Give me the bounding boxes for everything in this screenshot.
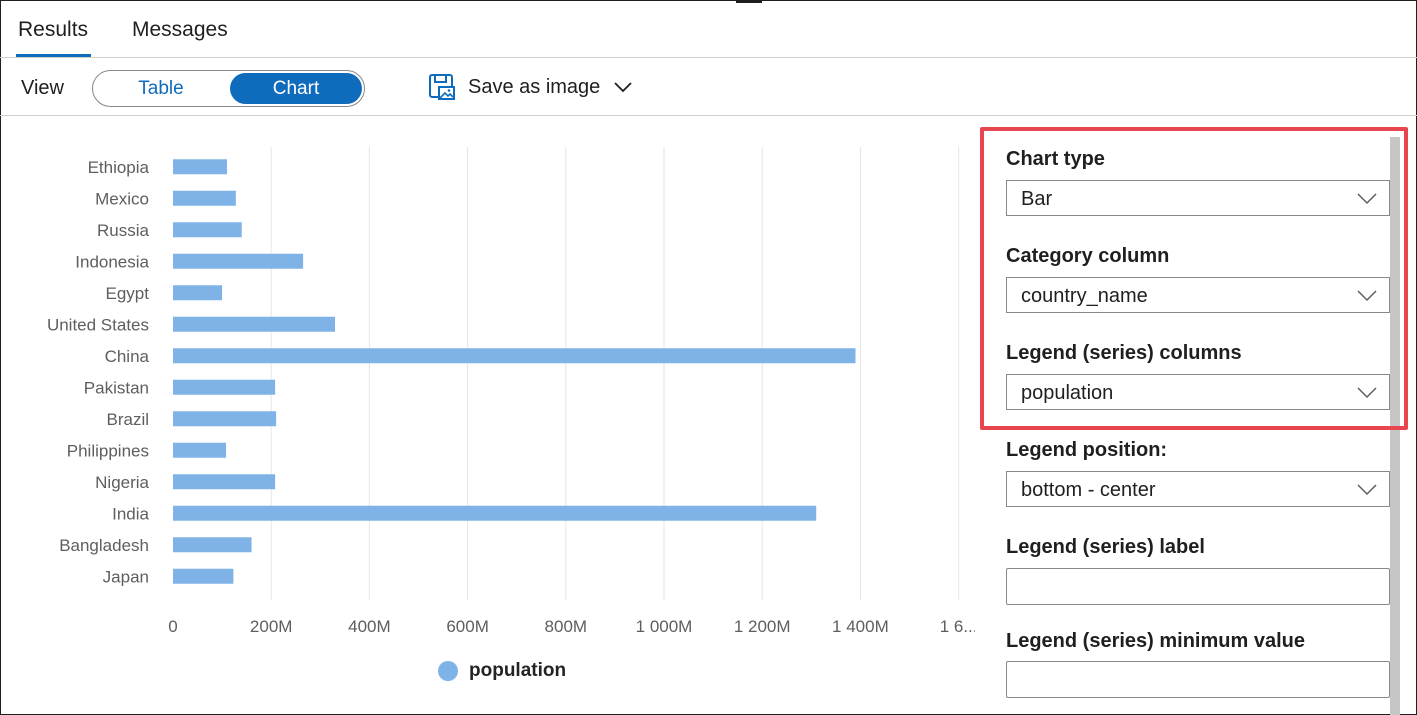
bar bbox=[173, 474, 276, 490]
legend-label-label: Legend (series) label bbox=[1006, 536, 1205, 558]
category-label: India bbox=[112, 504, 149, 523]
category-label: Japan bbox=[103, 567, 149, 586]
toggle-table-button[interactable]: Table bbox=[138, 78, 184, 99]
category-label: Bangladesh bbox=[59, 536, 149, 555]
legend-min-input[interactable] bbox=[1006, 661, 1390, 698]
tab-messages[interactable]: Messages bbox=[132, 18, 228, 41]
category-label: Philippines bbox=[67, 441, 149, 460]
save-as-image-label: Save as image bbox=[468, 75, 601, 98]
bar bbox=[173, 190, 236, 206]
bar bbox=[173, 348, 856, 364]
bar bbox=[173, 379, 276, 395]
category-column-label: Category column bbox=[1006, 245, 1170, 267]
x-tick-label: 400M bbox=[348, 617, 391, 636]
chart-type-label: Chart type bbox=[1006, 148, 1105, 170]
bar bbox=[173, 285, 223, 301]
legend-position-select[interactable]: bottom - center bbox=[1006, 471, 1390, 507]
result-tabs: Results Messages bbox=[0, 0, 1417, 58]
bar bbox=[173, 253, 304, 269]
x-tick-label: 1 200M bbox=[734, 617, 791, 636]
top-handle bbox=[736, 0, 762, 3]
chevron-down-icon bbox=[1357, 484, 1377, 496]
chevron-down-icon bbox=[1357, 387, 1377, 399]
chart-type-select[interactable]: Bar bbox=[1006, 180, 1390, 216]
x-tick-label: 1 6... bbox=[940, 617, 975, 636]
x-tick-label: 0 bbox=[168, 617, 177, 636]
legend-position-label: Legend position: bbox=[1006, 439, 1168, 461]
legend-label-input[interactable] bbox=[1006, 568, 1390, 605]
legend-label: population bbox=[469, 660, 567, 681]
x-tick-label: 600M bbox=[446, 617, 489, 636]
toggle-chart-button[interactable]: Chart bbox=[230, 73, 362, 104]
save-as-image-button[interactable]: Save as image bbox=[428, 70, 632, 104]
category-label: Russia bbox=[97, 221, 150, 240]
bar bbox=[173, 159, 228, 175]
chart-area: 0 200M 400M 600M 800M 1 000M 1 200M 1 400M 1 6..… bbox=[0, 117, 975, 715]
chart-type-value: Bar bbox=[1021, 188, 1053, 210]
view-toolbar: View Table Chart Save as image bbox=[0, 58, 1417, 116]
bar-chart: 0 200M 400M 600M 800M 1 000M 1 200M 1 400M 1 6..… bbox=[47, 147, 975, 636]
bar bbox=[173, 537, 252, 553]
chart-legend[interactable]: population bbox=[438, 660, 566, 682]
category-label: United States bbox=[47, 315, 149, 334]
legend-columns-label: Legend (series) columns bbox=[1006, 342, 1242, 364]
chevron-down-icon bbox=[1357, 290, 1377, 302]
x-tick-label: 1 000M bbox=[636, 617, 693, 636]
view-label: View bbox=[21, 77, 64, 99]
bar bbox=[173, 442, 227, 458]
category-label: Ethiopia bbox=[88, 158, 150, 177]
view-toggle: Table Chart bbox=[92, 70, 365, 107]
active-tab-indicator bbox=[16, 54, 91, 57]
bar bbox=[173, 316, 336, 332]
category-column-select[interactable]: country_name bbox=[1006, 277, 1390, 313]
category-label: China bbox=[105, 347, 150, 366]
x-tick-label: 800M bbox=[545, 617, 588, 636]
save-image-icon bbox=[429, 74, 455, 100]
bar bbox=[173, 411, 277, 427]
panel-scrollbar[interactable] bbox=[1390, 137, 1400, 715]
category-label: Brazil bbox=[106, 410, 149, 429]
category-label: Egypt bbox=[106, 284, 150, 303]
tab-results[interactable]: Results bbox=[18, 18, 89, 41]
category-label: Mexico bbox=[95, 189, 149, 208]
chevron-down-icon[interactable] bbox=[614, 81, 632, 93]
legend-position-value: bottom - center bbox=[1021, 479, 1156, 501]
category-label: Nigeria bbox=[95, 473, 149, 492]
chevron-down-icon bbox=[1357, 193, 1377, 205]
category-column-value: country_name bbox=[1021, 285, 1148, 307]
legend-min-label: Legend (series) minimum value bbox=[1006, 630, 1305, 652]
category-label: Indonesia bbox=[75, 252, 149, 271]
category-label: Pakistan bbox=[84, 378, 149, 397]
legend-columns-select[interactable]: population bbox=[1006, 374, 1390, 410]
bar bbox=[173, 568, 234, 584]
bar bbox=[173, 505, 817, 521]
legend-swatch bbox=[438, 661, 458, 681]
x-tick-label: 1 400M bbox=[832, 617, 889, 636]
bar bbox=[173, 222, 242, 238]
legend-columns-value: population bbox=[1021, 382, 1114, 404]
x-tick-label: 200M bbox=[250, 617, 293, 636]
